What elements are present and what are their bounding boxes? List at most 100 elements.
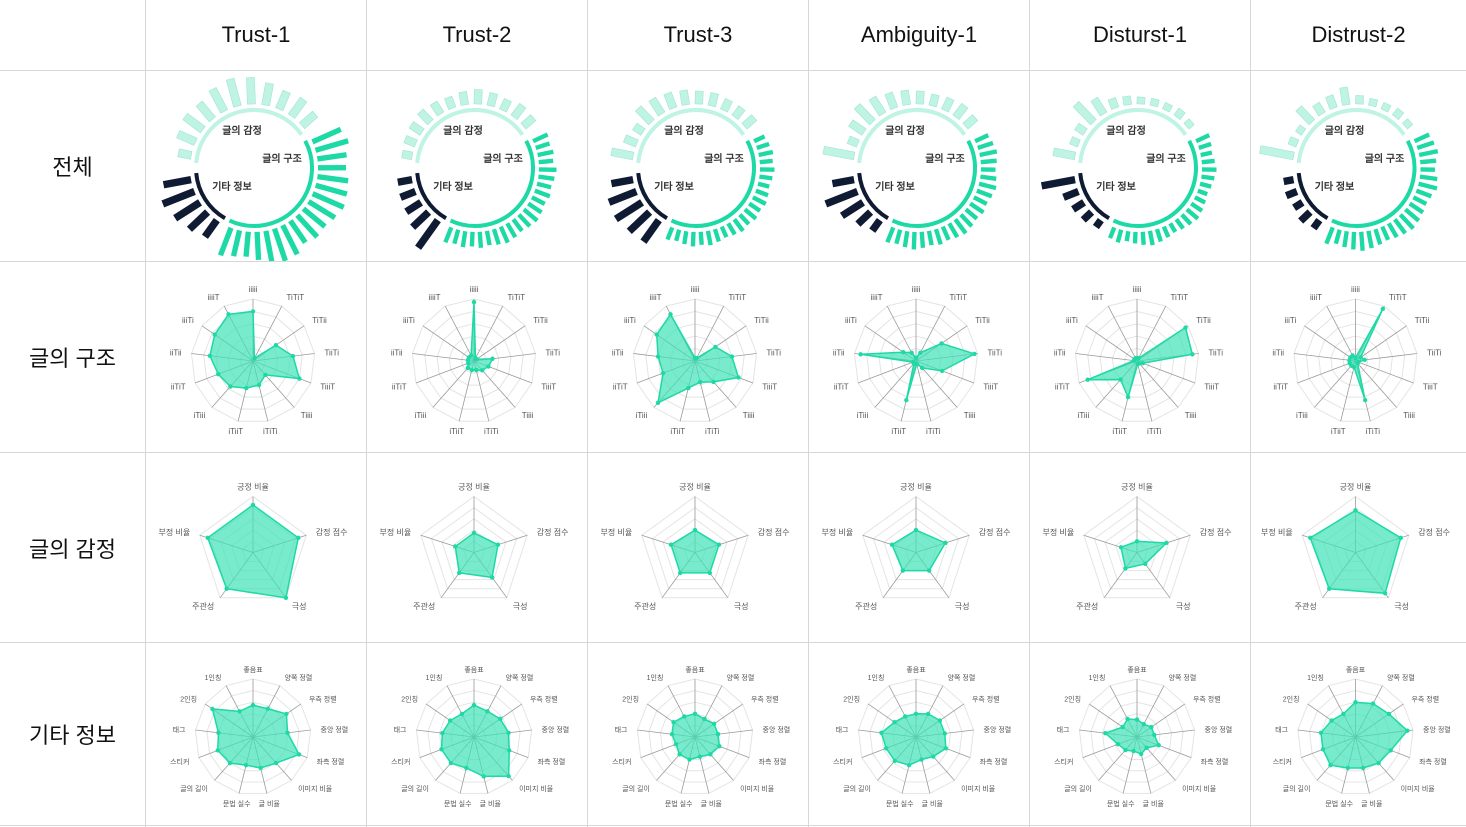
radar-point (439, 747, 444, 752)
radar-point (1149, 724, 1154, 730)
axis-label: 중앙 정렬 (984, 725, 1012, 734)
radial-bar (1154, 228, 1163, 243)
radar-point (207, 353, 213, 358)
axis-label: iiTiT (613, 383, 628, 392)
radar-point (1345, 765, 1351, 771)
radial-bar (919, 231, 926, 248)
axis-label: 주관성 (1076, 601, 1098, 611)
radial-bar (1062, 188, 1080, 201)
axis-label: Tiiii (964, 411, 976, 420)
column-header: Ambiguity-1 (860, 22, 978, 47)
axis-label: 1인칭 (205, 673, 222, 682)
radial-bar (632, 122, 646, 136)
grid-ring (648, 690, 742, 783)
axis-label: iiiii (691, 285, 700, 294)
radial-bar (243, 231, 251, 257)
axis-label: Tiiii (743, 411, 755, 420)
axis-label: 양쪽 정렬 (1169, 673, 1197, 682)
axis-label: 1인칭 (868, 673, 885, 682)
radial-bar (610, 176, 634, 188)
radial-bar (751, 195, 767, 206)
radial-bar (452, 229, 461, 245)
col-divider (587, 0, 588, 827)
radar-area (880, 713, 947, 766)
radar-point (677, 752, 682, 757)
axis-label: 이미지 비율 (1401, 784, 1436, 793)
axis-line (1136, 360, 1153, 422)
radar-area (891, 529, 947, 572)
grid-ring (194, 678, 312, 794)
grid-ring (203, 310, 303, 410)
radial-bar (1185, 207, 1200, 221)
radar-point (913, 711, 919, 716)
radar-point (237, 709, 242, 714)
column-header: Distrust-2 (1311, 22, 1406, 47)
radial-bar (520, 114, 537, 130)
radial-bar (959, 213, 974, 228)
radial-bar (538, 158, 554, 165)
radar-point (481, 774, 486, 779)
grid-ring (1104, 518, 1170, 581)
radial-bar (705, 230, 713, 246)
axis-line (1340, 360, 1356, 422)
grid-ring (1297, 678, 1414, 794)
radial-bar (271, 227, 288, 261)
radar-point (925, 711, 931, 717)
axis-line (1136, 305, 1167, 362)
radial-bar (969, 201, 985, 215)
group-label: 글의 구조 (1365, 152, 1405, 165)
radial-bar (953, 217, 968, 235)
radial-bar (738, 213, 751, 226)
chart-cell: 긍정 비율 감정 점수 극성 주관성 부정 비율 (146, 453, 366, 642)
radial-bar (980, 174, 997, 181)
radar-point (943, 746, 949, 751)
radar-point (1328, 763, 1333, 768)
axis-label: iiiiT (871, 293, 883, 302)
radar-point (937, 718, 943, 723)
radar-point (1123, 566, 1128, 571)
axis-label: iTiii (194, 411, 206, 420)
axis-line (874, 360, 917, 408)
radial-bar (755, 188, 769, 198)
radar-point (910, 359, 916, 365)
grid-ring (1113, 713, 1161, 761)
group-label: 글의 구조 (262, 152, 302, 165)
radar-point (471, 702, 477, 708)
axis-label: iiTiT (171, 383, 186, 392)
radar-point (972, 351, 977, 357)
axis-label: iTiTi (926, 427, 941, 436)
radial-bar (517, 213, 532, 228)
axis-label: 우측 정렬 (1411, 694, 1439, 703)
radial-bar (1052, 147, 1077, 161)
radar-point (464, 765, 469, 771)
radar-point (474, 357, 479, 362)
radial-bar (469, 231, 475, 247)
radial-bar (458, 91, 470, 106)
radial-bar (1419, 174, 1438, 182)
radial-bar (1420, 167, 1436, 172)
radar-point (1329, 718, 1334, 723)
radial-bar (1161, 101, 1173, 113)
axis-label: iiTiT (392, 383, 407, 392)
radar-point (250, 502, 256, 508)
radial-bar (1359, 231, 1365, 251)
group-label: 글의 구조 (925, 152, 965, 165)
axis-label: TiTii (1196, 316, 1211, 325)
radar-point (654, 332, 659, 337)
radar-point (1405, 728, 1410, 733)
radar-point (250, 309, 256, 314)
axis-label: 부정 비율 (159, 527, 191, 537)
radial-bar (1199, 181, 1212, 189)
radial-bar (1132, 231, 1138, 244)
radial-bar (161, 188, 196, 208)
axis-label: iiTii (612, 348, 624, 357)
group-arc (1331, 139, 1417, 228)
radar-point (1118, 377, 1123, 382)
axis-label: 우측 정렬 (309, 694, 337, 703)
axis-label: 글의 길이 (1283, 784, 1311, 793)
axis-label: iTiiT (228, 427, 243, 436)
axis-line (1355, 325, 1407, 362)
radar-point (1350, 353, 1355, 358)
